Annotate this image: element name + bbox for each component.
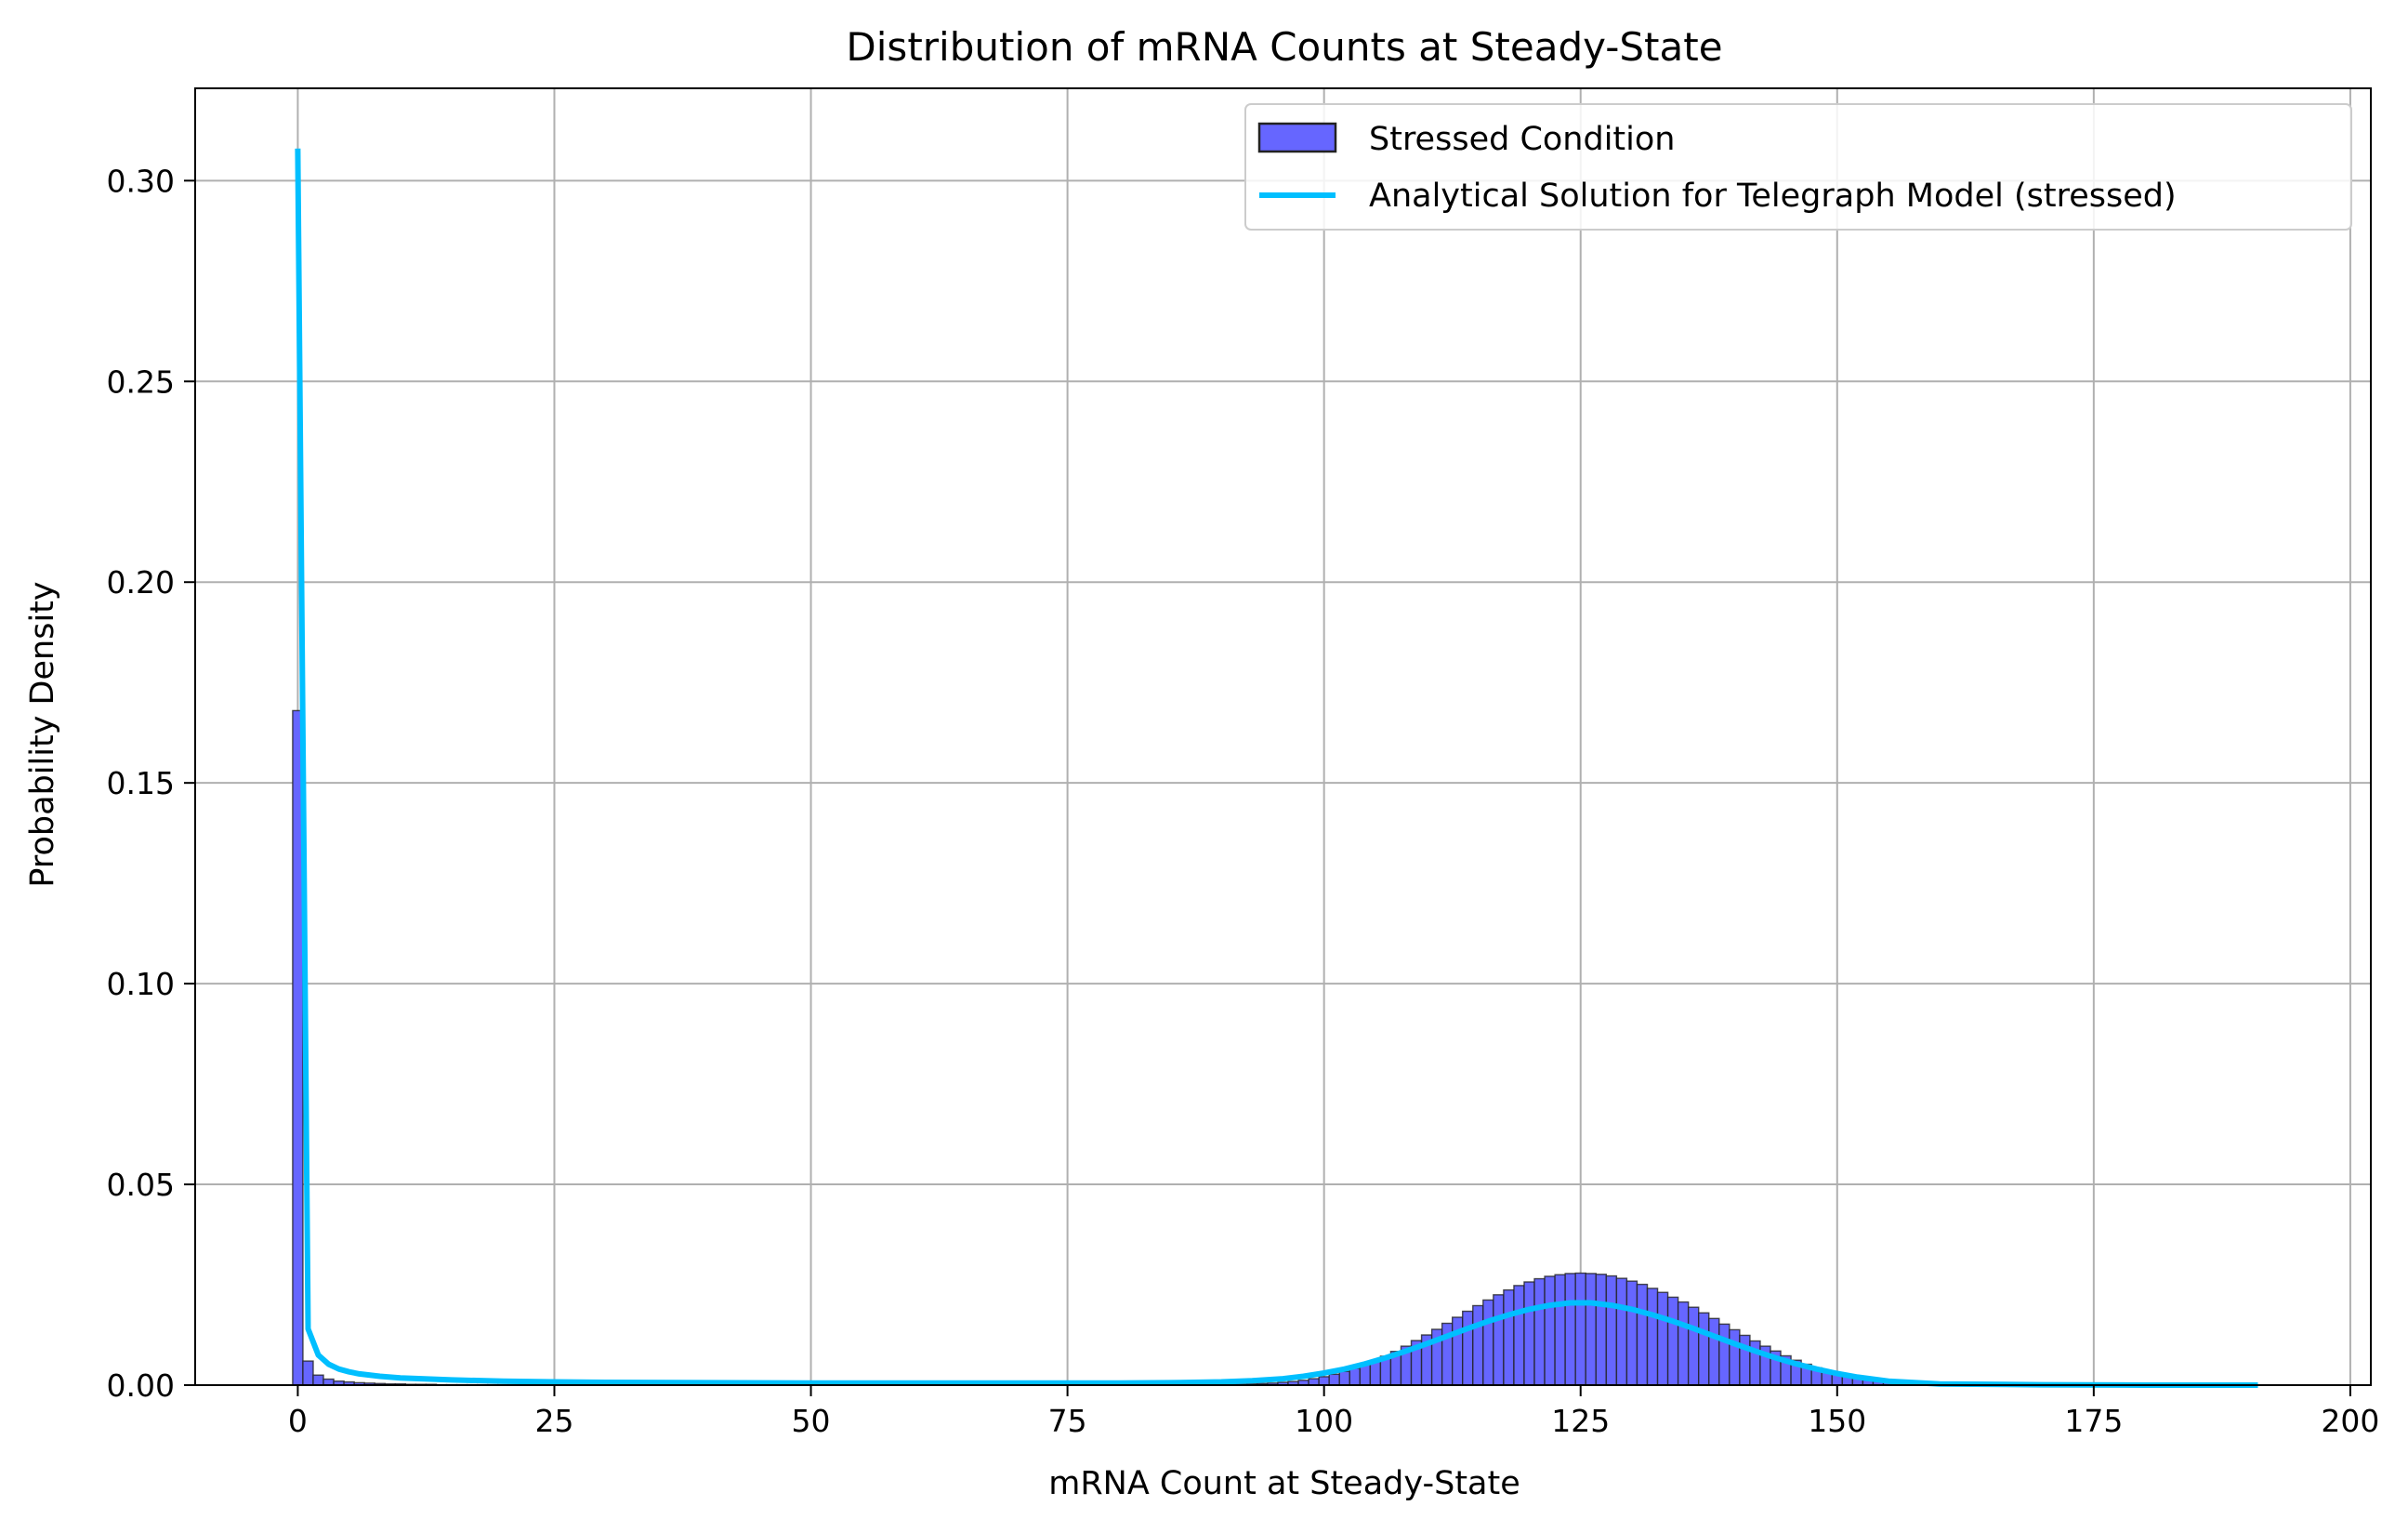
histogram-bar — [1462, 1310, 1474, 1386]
histogram-bar — [1729, 1328, 1741, 1386]
histogram-bar — [1595, 1274, 1608, 1386]
histogram-bar — [1739, 1334, 1751, 1386]
y-tick-label: 0.15 — [107, 765, 175, 801]
histogram-bar — [302, 1360, 314, 1386]
histogram-bar — [1666, 1296, 1679, 1386]
histogram-bar — [1472, 1304, 1484, 1386]
x-axis-title: mRNA Count at Steady-State — [1048, 1465, 1520, 1502]
x-axis-ticks: 0 25 50 75 100 125 150 175 200 — [288, 1385, 2379, 1439]
x-tick-label: 50 — [792, 1403, 831, 1439]
histogram-bar — [1636, 1283, 1649, 1386]
histogram-bar — [1585, 1273, 1597, 1386]
y-tick-label: 0.00 — [107, 1367, 175, 1404]
y-tick-label: 0.30 — [107, 163, 175, 199]
histogram-bar — [1698, 1312, 1710, 1386]
histogram-bar — [1574, 1272, 1586, 1386]
histogram-bar — [1564, 1273, 1576, 1386]
x-tick-label: 75 — [1048, 1403, 1087, 1439]
histogram-bar — [1523, 1281, 1535, 1386]
histogram-bar — [1349, 1367, 1362, 1386]
histogram-bar — [1625, 1280, 1638, 1386]
x-tick-label: 175 — [2064, 1403, 2123, 1439]
histogram-bar — [1338, 1370, 1350, 1386]
y-tick-label: 0.05 — [107, 1167, 175, 1203]
histogram-bar — [1533, 1277, 1546, 1386]
plot-frame — [194, 87, 2372, 1386]
chart-title: Distribution of mRNA Counts at Steady-St… — [846, 24, 1722, 70]
legend-label-curve: Analytical Solution for Telegraph Model … — [1369, 178, 2177, 215]
x-tick-label: 100 — [1295, 1403, 1353, 1439]
histogram-bar — [1646, 1288, 1659, 1386]
histogram-bar — [1544, 1275, 1556, 1386]
histogram-bar — [1493, 1294, 1505, 1386]
histogram-bar — [1482, 1299, 1494, 1386]
y-tick-label: 0.10 — [107, 966, 175, 1002]
legend-histogram-swatch — [1257, 122, 1337, 153]
histogram-bar — [1503, 1288, 1515, 1386]
y-axis-ticks: 0.00 0.05 0.10 0.15 0.20 0.25 0.30 — [107, 163, 195, 1404]
histogram-bar — [312, 1374, 324, 1386]
histogram-bar — [1615, 1277, 1628, 1386]
histogram-bar — [1513, 1285, 1525, 1386]
histogram-bar — [1677, 1301, 1690, 1386]
histogram-bar — [1708, 1317, 1720, 1386]
y-tick-label: 0.25 — [107, 363, 175, 400]
legend: Stressed Condition Analytical Solution f… — [1244, 103, 2352, 231]
histogram-bar — [1328, 1373, 1340, 1386]
histogram-bar — [1605, 1275, 1618, 1386]
x-tick-label: 125 — [1551, 1403, 1610, 1439]
legend-frame — [1244, 103, 2352, 231]
histogram-bar — [1554, 1274, 1566, 1386]
x-tick-label: 25 — [534, 1403, 573, 1439]
y-tick-label: 0.20 — [107, 564, 175, 601]
histogram-bar — [1656, 1291, 1669, 1386]
x-tick-label: 200 — [2321, 1403, 2379, 1439]
histogram-bar — [1318, 1376, 1330, 1386]
x-tick-label: 150 — [1808, 1403, 1866, 1439]
histogram-bar — [1452, 1316, 1464, 1386]
histogram-bar — [1687, 1306, 1700, 1386]
histogram-bar — [1718, 1323, 1730, 1386]
x-tick-label: 0 — [288, 1403, 308, 1439]
histogram-bar — [1359, 1364, 1372, 1386]
analytical-curve — [295, 148, 2258, 1388]
y-axis-title: Probability Density — [24, 581, 61, 887]
histogram-bar — [1308, 1378, 1320, 1386]
legend-label-histogram: Stressed Condition — [1369, 121, 1675, 158]
